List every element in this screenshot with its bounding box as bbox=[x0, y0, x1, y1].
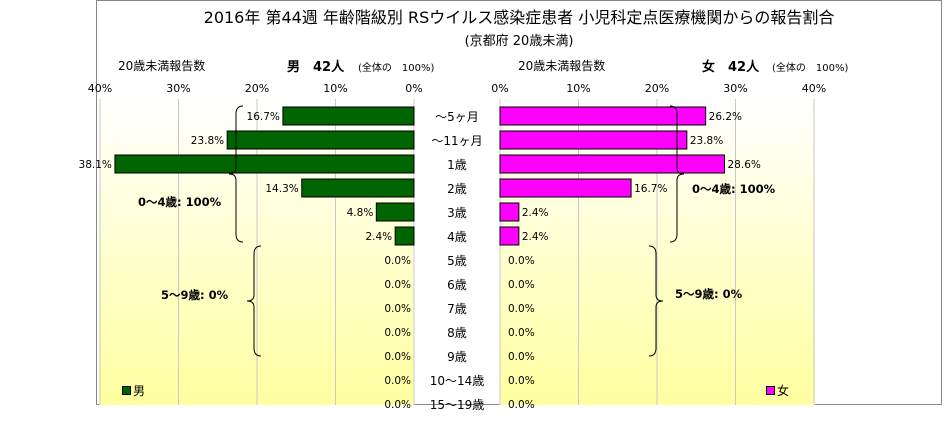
age-category-label: 2歳 bbox=[447, 182, 467, 196]
female-group-0-4-label: 0～4歳: 100% bbox=[692, 182, 776, 196]
female-bar bbox=[499, 130, 688, 150]
male-axis-tick: 40% bbox=[87, 82, 113, 95]
male-legend-swatch bbox=[122, 386, 131, 395]
female-axis-tick: 10% bbox=[566, 82, 591, 95]
age-category-label: 8歳 bbox=[447, 326, 467, 340]
male-data-label: 4.8% bbox=[347, 207, 374, 219]
female-axis-tick: 30% bbox=[723, 82, 748, 95]
male-axis-tick: 30% bbox=[166, 82, 191, 95]
male-bar bbox=[282, 106, 415, 126]
female-bar bbox=[499, 178, 632, 198]
female-axis-tick: 0% bbox=[491, 82, 509, 95]
male-data-label: 2.4% bbox=[365, 231, 392, 243]
male-legend-label: 男 bbox=[133, 384, 146, 398]
male-bar bbox=[226, 130, 415, 150]
male-data-label: 0.0% bbox=[384, 375, 411, 387]
female-bar bbox=[499, 202, 520, 222]
female-data-label: 0.0% bbox=[508, 303, 535, 315]
age-category-label: 5歳 bbox=[447, 254, 467, 268]
female-legend: 女 bbox=[766, 382, 789, 399]
male-header-label: 20歳未満報告数 bbox=[118, 59, 206, 73]
age-category-label: 7歳 bbox=[447, 302, 467, 316]
male-data-label: 16.7% bbox=[247, 111, 280, 123]
female-data-label: 0.0% bbox=[508, 327, 535, 339]
age-category-label: 15～19歳 bbox=[430, 398, 485, 412]
age-category-label: 9歳 bbox=[447, 350, 467, 364]
female-legend-swatch bbox=[766, 386, 775, 395]
male-axis-tick: 10% bbox=[323, 82, 348, 95]
male-data-label: 0.0% bbox=[384, 327, 411, 339]
female-data-label: 0.0% bbox=[508, 375, 535, 387]
male-data-label: 23.8% bbox=[191, 135, 224, 147]
male-axis-tick: 0% bbox=[405, 82, 423, 95]
female-legend-label: 女 bbox=[777, 384, 790, 398]
male-bar bbox=[301, 178, 415, 198]
male-count: 男 42人 bbox=[287, 60, 345, 75]
female-data-label: 0.0% bbox=[508, 399, 535, 411]
male-bar bbox=[394, 226, 415, 246]
female-brace-5-9 bbox=[648, 245, 664, 357]
female-bar bbox=[499, 106, 707, 126]
female-header-label: 20歳未満報告数 bbox=[518, 59, 606, 73]
female-data-label: 0.0% bbox=[508, 351, 535, 363]
female-data-label: 2.4% bbox=[522, 207, 549, 219]
male-total-note: (全体の 100%) bbox=[358, 63, 435, 74]
age-category-label: 3歳 bbox=[447, 206, 467, 220]
female-data-label: 28.6% bbox=[728, 159, 761, 171]
male-brace-0-4 bbox=[228, 105, 244, 243]
male-bar bbox=[114, 154, 415, 174]
female-axis-tick: 20% bbox=[644, 82, 670, 95]
male-data-label: 38.1% bbox=[79, 159, 112, 171]
female-data-label: 0.0% bbox=[508, 279, 535, 291]
male-group-0-4-label: 0～4歳: 100% bbox=[138, 195, 222, 209]
male-brace-5-9 bbox=[246, 245, 262, 357]
female-data-label: 2.4% bbox=[522, 231, 549, 243]
male-data-label: 0.0% bbox=[384, 303, 411, 315]
male-data-label: 0.0% bbox=[384, 399, 411, 411]
female-group-5-9-label: 5～9歳: 0% bbox=[675, 287, 743, 301]
female-axis-tick: 40% bbox=[801, 82, 827, 95]
chart-subtitle: (京都府 20歳未満) bbox=[464, 34, 574, 49]
chart-title: 2016年 第44週 年齢階級別 RSウイルス感染症患者 小児科定点医療機関から… bbox=[203, 8, 835, 27]
age-category-label: ～11ヶ月 bbox=[431, 134, 482, 148]
male-data-label: 0.0% bbox=[384, 351, 411, 363]
male-group-5-9-label: 5～9歳: 0% bbox=[161, 288, 229, 302]
female-data-label: 23.8% bbox=[690, 135, 723, 147]
male-data-label: 0.0% bbox=[384, 255, 411, 267]
age-category-label: 10～14歳 bbox=[430, 374, 485, 388]
female-bar bbox=[499, 154, 726, 174]
age-category-label: 1歳 bbox=[447, 158, 467, 172]
age-category-label: ～5ヶ月 bbox=[435, 110, 479, 124]
female-total-note: (全体の 100%) bbox=[772, 63, 849, 74]
age-category-label: 6歳 bbox=[447, 278, 467, 292]
female-data-label: 16.7% bbox=[634, 183, 667, 195]
male-bar bbox=[375, 202, 415, 222]
female-count: 女 42人 bbox=[702, 60, 760, 75]
female-data-label: 26.2% bbox=[709, 111, 742, 123]
male-axis-tick: 20% bbox=[244, 82, 270, 95]
age-category-label: 4歳 bbox=[447, 230, 467, 244]
female-bar bbox=[499, 226, 520, 246]
male-data-label: 0.0% bbox=[384, 279, 411, 291]
male-legend: 男 bbox=[122, 382, 145, 399]
female-brace-0-4 bbox=[669, 105, 685, 243]
female-data-label: 0.0% bbox=[508, 255, 535, 267]
male-data-label: 14.3% bbox=[265, 183, 298, 195]
